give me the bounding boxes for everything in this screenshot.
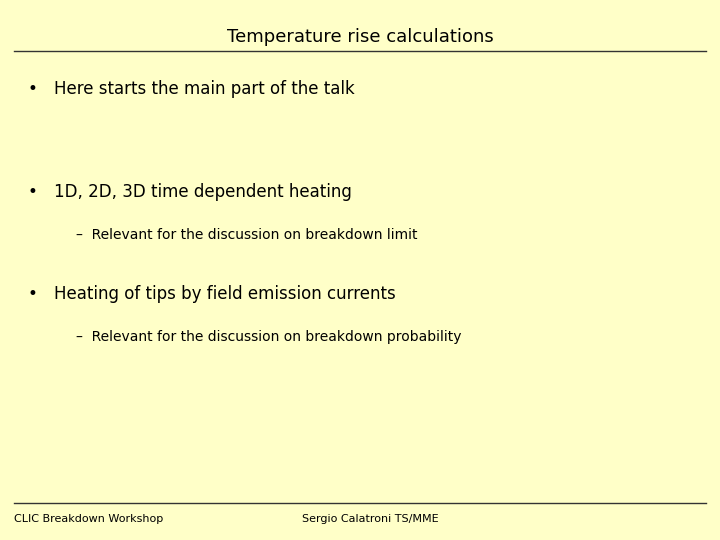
Text: •: •: [27, 285, 37, 303]
Text: CLIC Breakdown Workshop: CLIC Breakdown Workshop: [14, 515, 163, 524]
Text: 1D, 2D, 3D time dependent heating: 1D, 2D, 3D time dependent heating: [54, 183, 352, 201]
Text: •: •: [27, 183, 37, 201]
Text: Sergio Calatroni TS/MME: Sergio Calatroni TS/MME: [302, 515, 439, 524]
Text: –  Relevant for the discussion on breakdown probability: – Relevant for the discussion on breakdo…: [76, 330, 461, 345]
Text: •: •: [27, 80, 37, 98]
Text: –  Relevant for the discussion on breakdown limit: – Relevant for the discussion on breakdo…: [76, 228, 417, 242]
Text: Here starts the main part of the talk: Here starts the main part of the talk: [54, 80, 355, 98]
Text: Temperature rise calculations: Temperature rise calculations: [227, 28, 493, 46]
Text: Heating of tips by field emission currents: Heating of tips by field emission curren…: [54, 285, 396, 303]
